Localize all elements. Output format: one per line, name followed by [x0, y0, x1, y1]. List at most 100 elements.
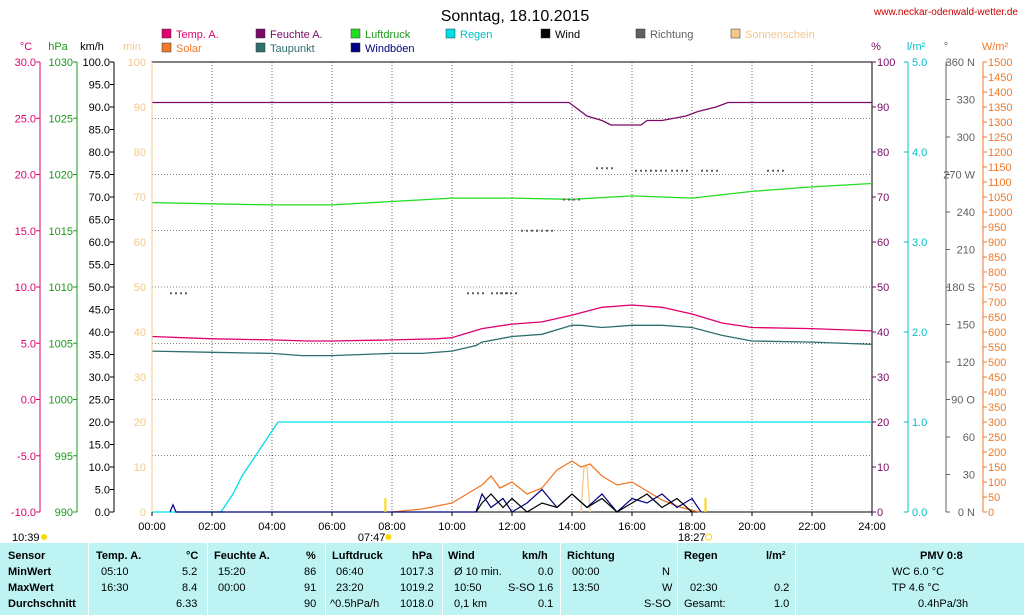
stats-header-druck: Luftdruck	[332, 550, 383, 562]
richtung-point	[655, 169, 657, 172]
statistics-panel: Sensor Temp. A. °C Feuchte A. % Luftdruc…	[0, 543, 1024, 615]
kmh-axis-tick-label: 55.0	[89, 260, 110, 272]
kmh-axis-tick-label: 5.0	[95, 485, 110, 497]
min-axis-tick-label: 50	[134, 282, 146, 294]
row-max-richt: W	[662, 582, 673, 594]
rain-unit-label: l/m²	[907, 41, 926, 53]
wm2-axis-tick-label: 500	[988, 357, 1006, 369]
wm2-axis-tick-label: 250	[988, 432, 1006, 444]
time-tick-label: 10:00	[438, 521, 466, 533]
pct-axis-tick-label: 80	[877, 147, 889, 159]
kmh-axis-tick-label: 50.0	[89, 282, 110, 294]
row-max-temp-time: 16:30	[101, 582, 129, 594]
richtung-point	[510, 292, 512, 295]
row-min-richt: N	[662, 566, 670, 578]
row-min-richt-time: 00:00	[572, 566, 600, 578]
richtung-point	[185, 292, 187, 295]
richtung-point	[573, 198, 575, 201]
richtung-point	[635, 169, 637, 172]
rain-axis-tick-label: 5.0	[912, 57, 927, 69]
richtung-point	[546, 229, 548, 232]
time-tick-label: 14:00	[558, 521, 586, 533]
richtung-point	[477, 292, 479, 295]
dir-axis-tick-label: 120	[957, 357, 975, 369]
moonrise-label: 10:39	[12, 532, 40, 543]
richtung-point	[551, 229, 553, 232]
legend-swatch	[635, 28, 646, 39]
sunrise-label: 07:47	[358, 532, 386, 543]
min-axis-tick-label: 90	[134, 102, 146, 114]
hpa-unit-label: hPa	[48, 41, 68, 53]
legend-label: Richtung	[650, 29, 693, 41]
row-avg-pmv: 0.4hPa/3h	[918, 598, 969, 610]
wm2-axis-tick-label: 0	[988, 507, 994, 519]
min-axis-tick-label: 10	[134, 462, 146, 474]
time-tick-label: 22:00	[798, 521, 826, 533]
richtung-point	[482, 292, 484, 295]
row-avg-label: Durchschnitt	[8, 598, 76, 610]
feuchte-a-line	[152, 101, 872, 126]
richtung-point	[515, 292, 517, 295]
pct-axis-tick-label: 10	[877, 462, 889, 474]
row-avg-temp: 6.33	[176, 598, 198, 610]
legend-label: Windböen	[365, 43, 415, 55]
wm2-axis-tick-label: 600	[988, 327, 1006, 339]
dir-axis-tick-label: 240	[957, 207, 975, 219]
row-min-temp: 5.2	[182, 566, 198, 578]
stats-header-regen-unit: l/m²	[766, 550, 786, 562]
row-min-feuchte-time: 15:20	[218, 566, 246, 578]
time-tick-label: 18:00	[678, 521, 706, 533]
stats-header-sensor: Sensor	[8, 550, 46, 562]
richtung-point	[467, 292, 469, 295]
time-tick-label: 06:00	[318, 521, 346, 533]
time-tick-label: 08:00	[378, 521, 406, 533]
richtung-point	[645, 169, 647, 172]
time-tick-label: 16:00	[618, 521, 646, 533]
dir-axis-tick-label: 330	[957, 95, 975, 107]
stats-header-druck-unit: hPa	[412, 550, 433, 562]
wm2-axis-tick-label: 150	[988, 462, 1006, 474]
dir-axis-tick-label: 360 N	[946, 57, 975, 69]
wm2-axis-tick-label: 1450	[988, 72, 1012, 84]
richtung-point	[526, 229, 528, 232]
kmh-axis-tick-label: 25.0	[89, 395, 110, 407]
wm2-axis-tick-label: 1100	[988, 177, 1012, 189]
wm2-axis-tick-label: 100	[988, 477, 1006, 489]
hpa-axis-tick-label: 1030	[49, 57, 73, 69]
row-max-wind: S-SO 1.6	[508, 582, 554, 594]
pct-axis-tick-label: 20	[877, 417, 889, 429]
kmh-axis-tick-label: 10.0	[89, 462, 110, 474]
site-link[interactable]: www.neckar-odenwald-wetter.de	[873, 7, 1018, 18]
min-axis-tick-label: 0	[140, 507, 146, 519]
min-axis-tick-label: 70	[134, 192, 146, 204]
kmh-axis-tick-label: 70.0	[89, 192, 110, 204]
legend-swatch	[161, 42, 172, 53]
kmh-axis-tick-label: 30.0	[89, 372, 110, 384]
min-axis-tick-label: 30	[134, 372, 146, 384]
row-max-richt-time: 13:50	[572, 582, 600, 594]
wm2-axis-tick-label: 1000	[988, 207, 1012, 219]
min-axis-tick-label: 100	[128, 57, 146, 69]
chart-title: Sonntag, 18.10.2015	[441, 8, 590, 25]
kmh-axis-tick-label: 90.0	[89, 102, 110, 114]
row-max-druck: 1019.2	[400, 582, 434, 594]
richtung-point	[701, 169, 703, 172]
wm2-axis-tick-label: 1150	[988, 162, 1012, 174]
taupunkt-line	[151, 324, 873, 357]
stats-header-pmv: PMV 0:8	[920, 550, 963, 562]
row-avg-druck: 1018.0	[400, 598, 434, 610]
kmh-axis-tick-label: 60.0	[89, 237, 110, 249]
time-tick-label: 12:00	[498, 521, 526, 533]
kmh-axis-tick-label: 35.0	[89, 350, 110, 362]
legend-swatch	[730, 28, 741, 39]
sonnenschein-line	[580, 466, 591, 513]
time-tick-label: 02:00	[198, 521, 226, 533]
row-max-temp: 8.4	[182, 582, 198, 594]
wm2-axis-tick-label: 200	[988, 447, 1006, 459]
legend-label: Regen	[460, 29, 492, 41]
row-max-feuchte: 91	[304, 582, 317, 594]
wm2-axis-tick-label: 700	[988, 297, 1006, 309]
richtung-point	[782, 169, 784, 172]
kmh-axis-tick-label: 85.0	[89, 125, 110, 137]
temp-axis-tick-label: 30.0	[15, 57, 36, 69]
